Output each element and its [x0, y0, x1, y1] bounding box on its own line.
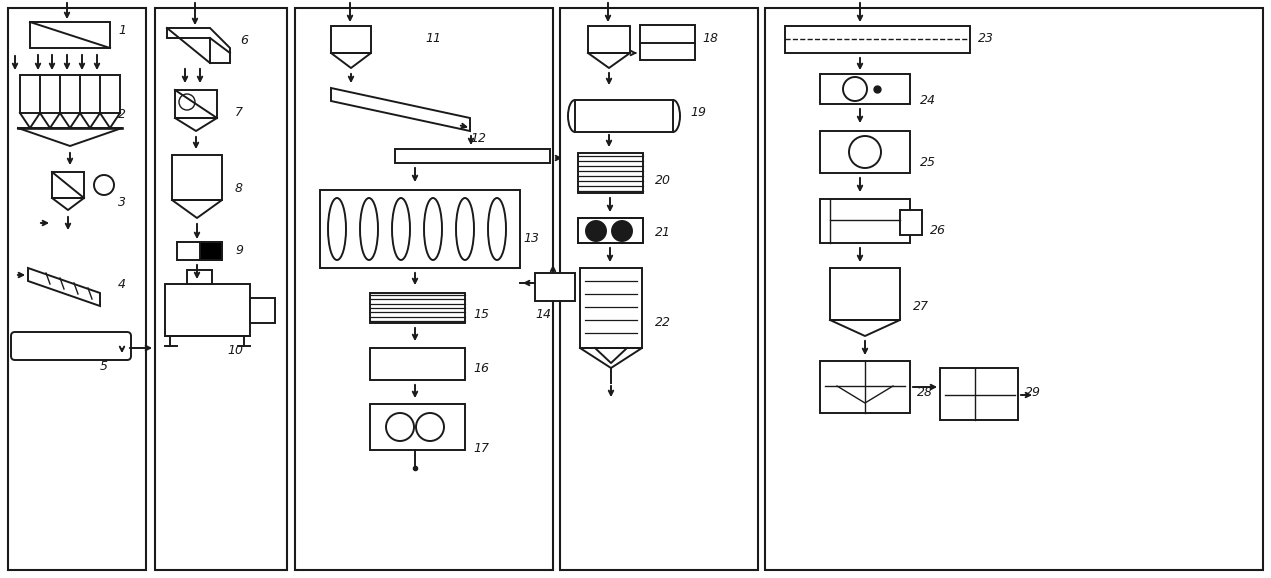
- Text: 28: 28: [916, 387, 933, 399]
- Bar: [830, 268, 900, 320]
- Text: 11: 11: [425, 31, 441, 45]
- Ellipse shape: [488, 198, 506, 260]
- Text: 1: 1: [118, 24, 126, 36]
- Bar: [52, 172, 84, 198]
- Bar: [370, 404, 465, 450]
- Bar: [175, 90, 217, 118]
- Text: 18: 18: [702, 31, 718, 45]
- Ellipse shape: [425, 198, 442, 260]
- Bar: [820, 131, 910, 173]
- Text: 2: 2: [118, 109, 126, 121]
- Circle shape: [613, 221, 632, 241]
- Bar: [641, 25, 695, 60]
- Text: 13: 13: [522, 232, 539, 244]
- Bar: [574, 100, 674, 132]
- Bar: [785, 26, 970, 53]
- Text: 20: 20: [655, 173, 671, 187]
- Bar: [172, 155, 222, 200]
- Ellipse shape: [328, 198, 346, 260]
- Polygon shape: [330, 88, 470, 131]
- Bar: [165, 284, 250, 336]
- Circle shape: [586, 221, 606, 241]
- Bar: [820, 361, 910, 413]
- Text: 26: 26: [930, 224, 946, 236]
- Bar: [900, 210, 921, 235]
- Bar: [578, 218, 643, 243]
- Bar: [370, 348, 465, 380]
- Bar: [295, 8, 553, 570]
- Text: 3: 3: [118, 197, 126, 209]
- Text: 29: 29: [1024, 387, 1041, 399]
- Ellipse shape: [456, 198, 474, 260]
- Ellipse shape: [391, 198, 411, 260]
- Text: 10: 10: [228, 343, 243, 357]
- Text: 9: 9: [235, 243, 243, 257]
- Text: 16: 16: [473, 361, 489, 375]
- Bar: [200, 242, 222, 260]
- Bar: [155, 8, 287, 570]
- Bar: [941, 368, 1018, 420]
- Bar: [535, 273, 574, 301]
- Bar: [820, 74, 910, 104]
- Bar: [330, 26, 371, 53]
- Text: 8: 8: [235, 181, 243, 195]
- Bar: [578, 218, 643, 243]
- Text: 17: 17: [473, 442, 489, 454]
- Bar: [320, 190, 520, 268]
- Text: 27: 27: [913, 299, 929, 313]
- Text: 6: 6: [240, 34, 248, 46]
- Polygon shape: [28, 268, 100, 306]
- Bar: [588, 26, 630, 53]
- Text: 22: 22: [655, 317, 671, 329]
- Bar: [561, 8, 758, 570]
- Text: 12: 12: [470, 132, 486, 144]
- Bar: [31, 22, 111, 48]
- Bar: [765, 8, 1263, 570]
- Bar: [820, 199, 910, 243]
- FancyBboxPatch shape: [11, 332, 131, 360]
- Text: 23: 23: [977, 31, 994, 45]
- Text: 21: 21: [655, 227, 671, 239]
- Bar: [578, 153, 643, 193]
- Text: 24: 24: [920, 94, 935, 106]
- Text: 15: 15: [473, 309, 489, 321]
- Bar: [370, 293, 465, 323]
- Bar: [187, 270, 212, 284]
- Text: 25: 25: [920, 157, 935, 169]
- Bar: [580, 268, 642, 348]
- Text: 14: 14: [535, 307, 552, 320]
- Text: 4: 4: [118, 277, 126, 291]
- Bar: [250, 298, 275, 323]
- Bar: [395, 149, 550, 163]
- Text: 5: 5: [100, 360, 108, 372]
- Text: 7: 7: [235, 106, 243, 118]
- Text: 19: 19: [690, 106, 705, 120]
- Bar: [20, 75, 119, 113]
- Ellipse shape: [360, 198, 377, 260]
- Bar: [8, 8, 146, 570]
- Bar: [177, 242, 222, 260]
- Polygon shape: [167, 28, 230, 63]
